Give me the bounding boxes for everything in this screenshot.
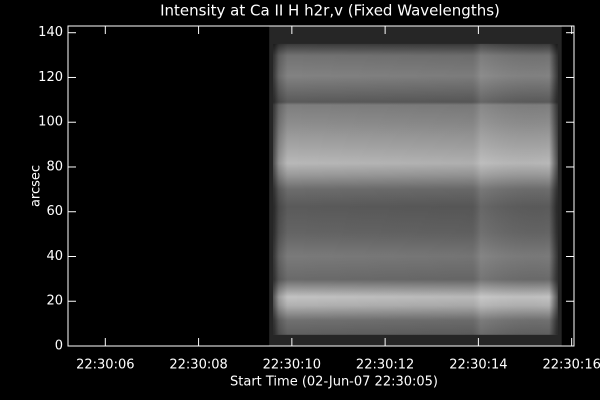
x-tick-label: 22:30:06 <box>76 358 134 373</box>
x-tick-label: 22:30:12 <box>356 358 414 373</box>
plot-frame <box>67 25 575 347</box>
x-tick-label: 22:30:16 <box>542 358 600 373</box>
y-tick-label: 40 <box>46 249 63 264</box>
y-tick-label: 60 <box>46 204 63 219</box>
image-shade <box>273 43 558 335</box>
y-tick-label: 20 <box>46 294 63 309</box>
y-axis-label: arcsec <box>29 165 44 207</box>
chart-title: Intensity at Ca II H h2r,v (Fixed Wavele… <box>160 2 500 20</box>
x-tick-label: 22:30:08 <box>169 358 227 373</box>
x-tick-label: 22:30:10 <box>263 358 321 373</box>
x-axis-label: Start Time (02-Jun-07 22:30:05) <box>230 375 438 390</box>
y-tick-label: 100 <box>38 115 63 130</box>
y-tick-label: 140 <box>38 25 63 40</box>
x-tick-label: 22:30:14 <box>449 358 507 373</box>
y-tick-label: 120 <box>38 70 63 85</box>
y-tick-label: 0 <box>55 339 63 354</box>
y-tick-label: 80 <box>46 159 63 174</box>
